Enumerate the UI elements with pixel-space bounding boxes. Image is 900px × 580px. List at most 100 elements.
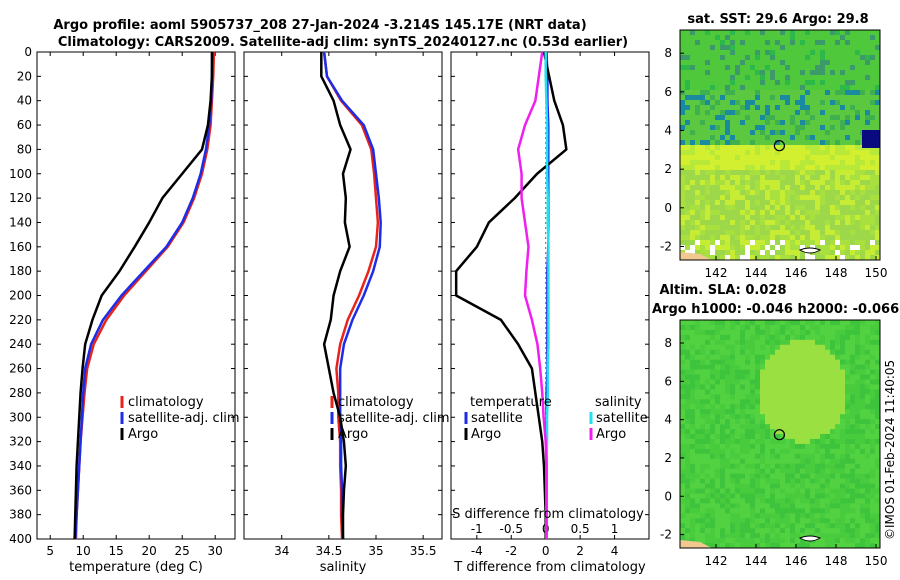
sla-map-cell [735,443,741,450]
sst-map-cell [700,85,706,91]
sla-map-cell [720,394,726,400]
sst-map-cell [750,50,756,56]
sla-map-cell [830,468,836,474]
sla-map-cell [820,359,826,365]
y-tick-label-16: 320 [9,435,32,449]
sst-map-cell [765,235,771,241]
sst-map-cell [775,235,781,241]
sla-map-cell [705,404,711,410]
sst-map-cell [760,50,766,56]
sla-map-cell [690,369,696,375]
sla-map-cell [830,438,836,445]
sst-map-cell [875,220,880,226]
sla-map-frame [679,319,881,549]
sla-map-cell [715,339,721,346]
sla-map-cell [775,508,781,514]
sst-map-cell [690,240,696,246]
sla-map-cell [770,424,776,430]
sla-map-cell [750,320,756,326]
temperature-panel: 5 10 15 20 25 3002040608010012014016018020022… [9,45,236,558]
sst-map-cell [770,80,776,86]
sla-map-cell [855,468,861,474]
sst-map-cell [755,120,761,126]
sla-map-cell [720,429,726,435]
sst-map-cell [760,150,766,156]
sst-map-cell [855,170,861,176]
sla-map-cell [795,349,801,355]
sla-map-cell [770,493,776,499]
sst-map-cell [810,200,816,206]
sst-map-cell [700,170,706,176]
sst-map-cell [760,85,766,91]
sst-map-cell [855,200,861,206]
sst-map-cell [755,230,761,236]
sla-map-cell [825,349,831,355]
sla-map-cell [760,493,766,499]
sst-map-cell [745,185,751,191]
sst-map-cell [825,50,831,56]
sst-map-cell [745,70,751,76]
sla-map-cell [790,344,796,351]
sla-map-cell [795,419,801,425]
sst-map-cell [755,75,761,81]
sst-map-cell [815,30,821,36]
sla-map-cell [815,473,821,479]
sst-map-cell [680,145,686,151]
sla-map-cell [850,438,856,445]
sla-map-cell [745,359,751,365]
sla-map-cell [810,528,816,534]
sla-map-cell [785,483,791,489]
sst-map-cell [795,75,801,81]
sst-map-cell [835,185,841,191]
sst-map-cell [765,115,771,121]
sla-map-cell [740,543,746,548]
sst-map-cell [865,105,871,111]
sla-map-cell [875,334,880,341]
sst-map-cell [700,205,706,211]
sst-map-cell [875,235,880,241]
sla-map-cell [760,518,766,524]
sla-map-cell [835,404,841,410]
sst-map-cell [820,120,826,126]
sst-map-cell [830,140,836,146]
sla-map-cell [815,438,821,445]
sst-map-cell [850,120,856,126]
legend-label-climatology: climatology [128,395,204,410]
sst-map-cell [720,175,726,181]
sst-map-cell [820,75,826,81]
sst-map-cell [815,230,821,236]
sla-map-cell [770,468,776,474]
sla-map-cell [700,424,706,430]
sst-map-cell [715,125,721,131]
sla-map-cell [785,369,791,375]
sst-map-cell [830,190,836,196]
sst-map-cell [755,45,761,51]
sla-map-cell [850,488,856,494]
sst-map-cell [725,150,731,156]
sla-map-cell [720,349,726,355]
sst-map-cell [750,235,756,241]
sst-map-cell [805,115,811,121]
sla-map-cell [805,379,811,385]
sst-map-cell [800,195,806,201]
sst-map-cell [730,35,736,41]
sst-map-cell [755,60,761,66]
sla-map-cell [860,379,866,385]
sla-map-cell [780,483,786,489]
sla-map-cell [860,468,866,474]
sst-map-cell [730,250,736,256]
sla-map-cell [855,419,861,425]
sla-map-cell [785,493,791,499]
sst-map-cell [835,135,841,141]
sst-map-cell [795,105,801,111]
sst-map-cell [705,210,711,216]
sla-map-cell [805,518,811,524]
sst-map-cell [875,170,880,176]
sla-map-cell [690,354,696,360]
sst-map-cell [820,70,826,76]
sla-map-cell [765,320,771,326]
sla-map-cell [840,349,846,355]
sst-map-cell [870,165,876,171]
sla-map-cell [850,399,856,405]
sla-map-cell [770,458,776,465]
